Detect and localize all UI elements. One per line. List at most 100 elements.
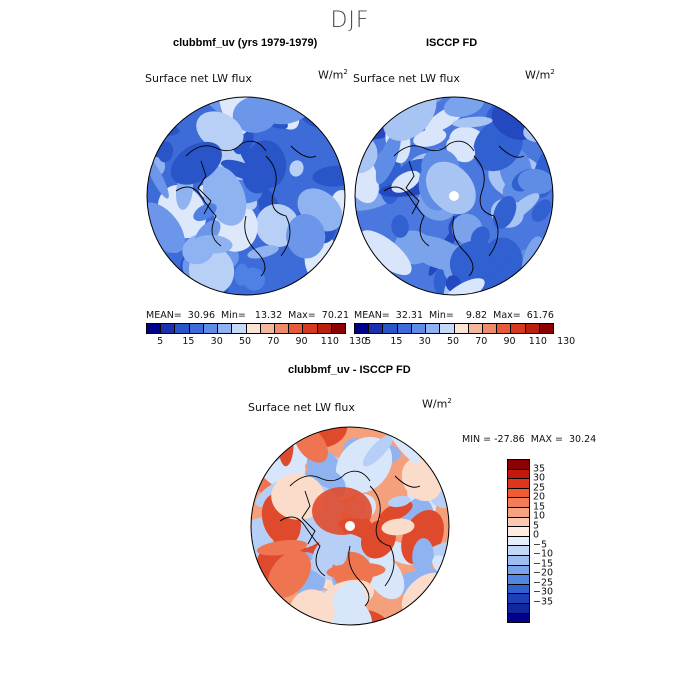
map-field [251,427,449,625]
colorbar-swatch [508,460,529,470]
colorbar-swatch [539,324,554,333]
colorbar-swatch [508,527,529,537]
colorbar-swatch [482,324,498,333]
colorbar-tick-label: 15 [533,501,546,513]
colorbar-tick-label: 90 [295,336,308,347]
colorbar-tick-label: 30 [533,472,546,484]
field-patch [531,199,552,222]
colorbar-swatch [317,324,332,333]
field-patch [375,131,401,185]
model-colorbar-ticks: 5 15 30 50 70 90 110 130 [146,336,367,348]
colorbar-tick-label: 35 [533,463,546,475]
colorbar-swatch [440,324,455,333]
field-patch [312,487,372,535]
colorbar-tick-label: 10 [533,510,546,522]
colorbar-swatch [508,479,529,489]
colorbar-swatch [289,324,304,333]
field-patch [271,473,325,520]
colorbar-swatch [232,324,247,333]
field-patch [362,434,394,467]
field-patch [158,267,180,295]
colorbar-tick-label: 110 [528,336,547,347]
colorbar-swatch [508,536,529,547]
colorbar-swatch [274,324,290,333]
coastline [452,215,474,277]
field-patch [452,116,493,128]
colorbar-swatch [508,603,529,614]
colorbar-swatch [246,324,261,333]
colorbar-tick-label: 70 [267,336,280,347]
field-patch [247,245,279,259]
colorbar-swatch [397,324,412,333]
field-patch [286,213,326,259]
field-patch [147,256,159,268]
colorbar-swatch [508,546,529,556]
colorbar-tick-label: 20 [533,491,546,503]
field-patch [443,278,485,295]
colorbar-tick-label: 30 [418,336,431,347]
field-patch [307,559,333,575]
colorbar-tick-label: 5 [157,336,164,347]
obs-variable-label: Surface net LW flux [353,72,460,85]
coastline [394,475,421,488]
map-boundary [250,426,450,626]
map-boundary [146,96,346,296]
colorbar-tick-label: 130 [349,336,368,347]
colorbar-swatch [218,324,233,333]
field-patch [147,286,195,295]
colorbar-swatch [468,324,483,333]
model-polar-map [146,96,346,296]
field-patch [326,562,386,580]
diff-variable-label: Surface net LW flux [248,401,355,414]
colorbar-swatch [511,324,526,333]
obs-polar-map [354,96,554,296]
field-patch [267,550,312,598]
diff-polar-map [250,426,450,626]
colorbar-tick-label: −25 [533,577,554,589]
field-patch [312,165,345,187]
field-patch [379,500,413,523]
colorbar-swatch [508,565,529,576]
field-patch [426,161,476,215]
field-patch [367,97,391,117]
coastline [175,186,222,247]
colorbar-tick-label: 70 [475,336,488,347]
colorbar-swatch [508,488,529,499]
diff-stats-readout: MIN = -27.86 MAX = 30.24 [462,434,597,445]
diff-colorbar-ticks: 35 30 25 20 15 10 5 0 −5 −10 −15 −20 −25 −30 −35 [533,459,573,621]
field-patch [147,267,176,295]
colorbar-tick-label: −10 [533,548,554,560]
colorbar-swatch [454,324,469,333]
diff-colorbar [507,459,530,623]
field-patch [381,518,415,536]
field-patch [412,538,434,575]
colorbar-tick-label: 5 [365,336,372,347]
colorbar-swatch [383,324,398,333]
model-units-label: W/m2 [318,68,348,82]
colorbar-swatch [525,324,540,333]
field-patch [192,234,233,254]
coastline [301,490,316,545]
season-title: DJF [330,8,370,33]
field-patch [391,214,409,238]
model-panel-title: clubbmf_uv (yrs 1979-1979) [173,37,318,49]
colorbar-swatch [508,575,529,585]
field-patch [413,128,447,147]
field-patch [315,267,333,293]
colorbar-swatch [161,324,176,333]
colorbar-tick-label: 5 [533,520,540,532]
field-patch [257,608,278,625]
colorbar-tick-label: 25 [533,482,546,494]
coastline [405,160,420,215]
colorbar-tick-label: 15 [182,336,195,347]
coastline [473,155,499,257]
field-patch [387,495,411,508]
colorbar-swatch [497,324,512,333]
colorbar-tick-label: 30 [210,336,223,347]
colorbar-swatch [508,498,529,508]
coastline [185,140,267,157]
model-colorbar [146,323,346,334]
field-patch [325,598,373,625]
colorbar-swatch [331,324,346,333]
colorbar-swatch [203,324,219,333]
